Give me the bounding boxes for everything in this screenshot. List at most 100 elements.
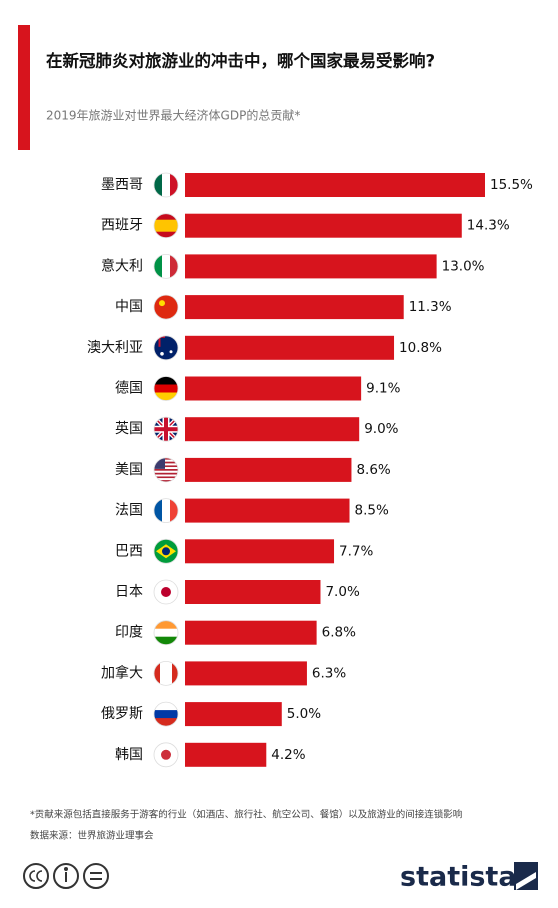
flag-part [154,457,165,469]
bar [185,254,437,279]
bar [185,457,352,482]
flag-part [154,472,178,475]
flag-part [154,661,161,686]
y-tick-label: 法国 [115,503,143,519]
value-label: 9.0% [364,421,398,437]
bar [185,295,404,320]
y-tick-label: 韩国 [115,747,143,763]
value-label: 8.6% [356,462,390,478]
flag-part [162,547,170,556]
y-tick-label: 日本 [115,584,143,600]
flag [154,620,178,645]
flag-part [162,254,171,279]
value-label: 8.5% [355,503,389,519]
brand-logo: statista [400,862,517,893]
y-tick-label: 英国 [115,420,143,437]
flag-part [154,459,178,462]
bar [185,702,282,727]
flag-part [154,231,178,238]
flag [154,580,178,604]
flag-border [153,335,179,361]
flag-part [161,587,171,597]
value-label: 7.7% [339,543,373,559]
value-label: 11.3% [409,299,452,315]
flag [154,457,178,482]
y-tick-label: 加拿大 [101,664,143,681]
flag-part [159,300,165,307]
bar [185,742,267,767]
chart-subtitle: 2019年旅游业对世界最大经济体GDP的总贡献* [46,108,300,123]
accent-bar [18,25,30,150]
flag-part [161,749,171,760]
flag-border [153,416,179,442]
value-label: 6.3% [312,665,346,681]
flag-part [154,461,178,464]
flag-part [154,470,178,473]
bar [185,539,335,564]
value-label: 5.0% [287,706,321,722]
flag [154,498,178,523]
y-tick-label: 中国 [115,299,143,315]
license-icons [23,863,109,889]
flag-part [154,702,178,711]
flag-border [153,620,179,646]
flag-part [154,628,178,638]
flag-part [154,465,178,468]
flag-part [154,392,178,401]
flag-part [154,427,178,432]
flag-part [166,661,173,686]
flag-border [153,742,179,768]
flag-part [172,661,178,686]
y-tick-label: 意大利 [101,257,143,274]
y-tick-label: 美国 [115,462,143,478]
y-tick-label: 澳大利亚 [87,340,143,356]
y-tick-label: 西班牙 [101,218,143,234]
flag-border [153,661,179,686]
bar [185,580,321,604]
flag-part [154,474,178,477]
bar [185,213,462,238]
flag-border [153,294,179,320]
flag-part [170,173,178,197]
value-label: 15.5% [490,177,533,193]
y-tick-label: 俄罗斯 [101,706,143,722]
flag [154,335,178,360]
flag-border [153,172,179,198]
flag-part [170,254,178,279]
flag-border [153,701,179,727]
flag [154,254,178,279]
y-tick-label: 巴西 [115,543,143,559]
flag-part [154,468,178,471]
value-label: 10.8% [399,340,442,356]
flag-border [153,253,179,279]
flag-part [170,498,178,523]
bar [185,620,317,645]
flag-part [154,384,178,393]
value-label: 6.8% [322,625,356,641]
brand-mark [514,862,538,890]
bar [185,661,307,686]
flag-border [153,213,179,239]
y-tick-label: 德国 [115,381,143,397]
flag-border [153,457,179,483]
flag-part [154,636,178,645]
flag-part [160,661,167,686]
value-label: 14.3% [467,218,510,234]
flag-part [154,457,178,460]
flag [154,702,178,727]
flag-part [169,350,173,354]
flag-part [154,710,178,719]
value-label: 13.0% [442,258,485,274]
flag-border [153,538,179,564]
flag [154,742,178,767]
bar [185,498,350,523]
flag [154,213,178,238]
flag [154,417,178,442]
flag-border [153,498,179,524]
bar [185,335,395,360]
bar [185,417,360,442]
flag-part [154,225,178,233]
flag-part [154,254,163,279]
flag-border [153,579,179,605]
